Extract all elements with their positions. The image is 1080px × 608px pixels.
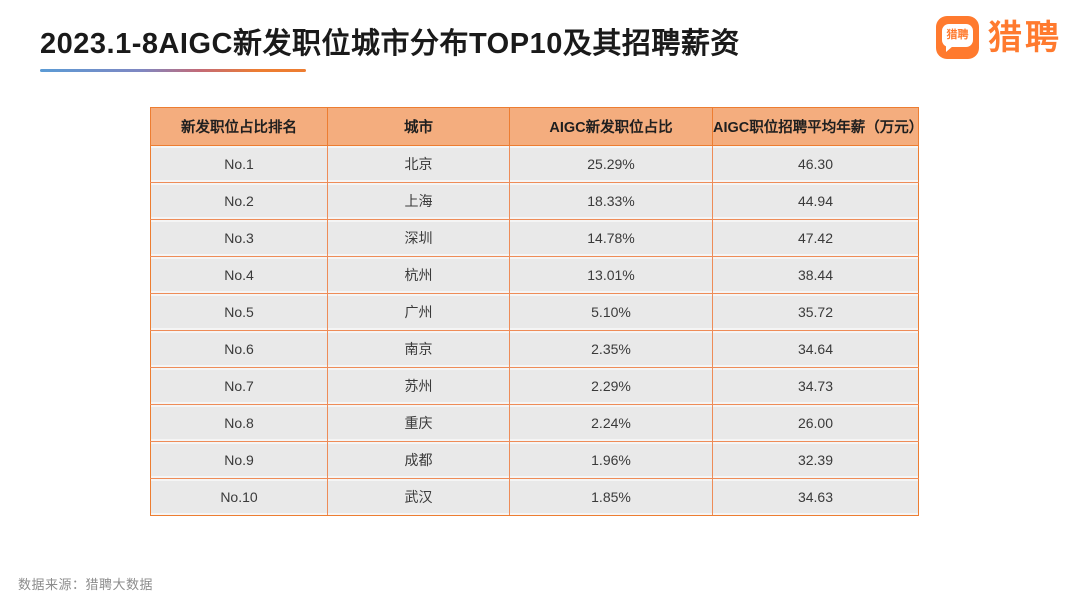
speech-bubble-icon: 猎聘 bbox=[942, 24, 973, 52]
col-header-city: 城市 bbox=[327, 107, 510, 146]
cell-city: 武汉 bbox=[327, 478, 510, 516]
cell-city: 杭州 bbox=[327, 256, 510, 294]
table-row: No.1 北京 25.29% 46.30 bbox=[150, 145, 919, 183]
table-row: No.9 成都 1.96% 32.39 bbox=[150, 441, 919, 479]
cell-rank: No.8 bbox=[150, 404, 328, 442]
cell-rank: No.2 bbox=[150, 182, 328, 220]
cell-rank: No.1 bbox=[150, 145, 328, 183]
table-row: No.4 杭州 13.01% 38.44 bbox=[150, 256, 919, 294]
cell-salary: 35.72 bbox=[712, 293, 919, 331]
cell-salary: 46.30 bbox=[712, 145, 919, 183]
cell-share: 2.35% bbox=[509, 330, 713, 368]
cell-rank: No.7 bbox=[150, 367, 328, 405]
table-header: 新发职位占比排名 城市 AIGC新发职位占比 AIGC职位招聘平均年薪（万元） bbox=[150, 107, 923, 146]
cell-city: 苏州 bbox=[327, 367, 510, 405]
cell-share: 13.01% bbox=[509, 256, 713, 294]
table-header-row: 新发职位占比排名 城市 AIGC新发职位占比 AIGC职位招聘平均年薪（万元） bbox=[150, 107, 923, 146]
table-row: No.3 深圳 14.78% 47.42 bbox=[150, 219, 919, 257]
cell-share: 2.29% bbox=[509, 367, 713, 405]
cell-rank: No.9 bbox=[150, 441, 328, 479]
cell-city: 上海 bbox=[327, 182, 510, 220]
liepin-logo: 猎聘 猎聘 bbox=[936, 16, 1062, 59]
table-row: No.10 武汉 1.85% 34.63 bbox=[150, 478, 919, 516]
cell-share: 14.78% bbox=[509, 219, 713, 257]
cell-city: 南京 bbox=[327, 330, 510, 368]
table-row: No.5 广州 5.10% 35.72 bbox=[150, 293, 919, 331]
cell-city: 深圳 bbox=[327, 219, 510, 257]
cell-rank: No.3 bbox=[150, 219, 328, 257]
table-row: No.6 南京 2.35% 34.64 bbox=[150, 330, 919, 368]
city-salary-table: 新发职位占比排名 城市 AIGC新发职位占比 AIGC职位招聘平均年薪（万元） … bbox=[150, 107, 923, 516]
logo-bubble-text: 猎聘 bbox=[946, 29, 969, 41]
cell-salary: 26.00 bbox=[712, 404, 919, 442]
page-title: 2023.1-8AIGC新发职位城市分布TOP10及其招聘薪资 bbox=[40, 28, 740, 60]
city-salary-table-wrap: 新发职位占比排名 城市 AIGC新发职位占比 AIGC职位招聘平均年薪（万元） … bbox=[150, 107, 923, 516]
cell-share: 1.96% bbox=[509, 441, 713, 479]
data-source-note: 数据来源：猎聘大数据 bbox=[18, 577, 154, 592]
col-header-rank: 新发职位占比排名 bbox=[150, 107, 328, 146]
cell-city: 重庆 bbox=[327, 404, 510, 442]
cell-share: 2.24% bbox=[509, 404, 713, 442]
cell-share: 18.33% bbox=[509, 182, 713, 220]
liepin-logo-text: 猎聘 bbox=[988, 18, 1062, 57]
cell-share: 5.10% bbox=[509, 293, 713, 331]
cell-rank: No.4 bbox=[150, 256, 328, 294]
col-header-salary: AIGC职位招聘平均年薪（万元） bbox=[712, 107, 923, 146]
title-underline bbox=[40, 69, 306, 72]
cell-city: 广州 bbox=[327, 293, 510, 331]
cell-rank: No.5 bbox=[150, 293, 328, 331]
table-body: No.1 北京 25.29% 46.30 No.2 上海 18.33% 44.9… bbox=[150, 145, 919, 516]
cell-rank: No.10 bbox=[150, 478, 328, 516]
cell-salary: 34.64 bbox=[712, 330, 919, 368]
cell-city: 成都 bbox=[327, 441, 510, 479]
cell-city: 北京 bbox=[327, 145, 510, 183]
cell-share: 25.29% bbox=[509, 145, 713, 183]
liepin-logo-icon: 猎聘 bbox=[936, 16, 979, 59]
cell-salary: 34.63 bbox=[712, 478, 919, 516]
cell-salary: 38.44 bbox=[712, 256, 919, 294]
table-row: No.2 上海 18.33% 44.94 bbox=[150, 182, 919, 220]
col-header-share: AIGC新发职位占比 bbox=[509, 107, 713, 146]
cell-salary: 34.73 bbox=[712, 367, 919, 405]
cell-salary: 47.42 bbox=[712, 219, 919, 257]
cell-share: 1.85% bbox=[509, 478, 713, 516]
cell-salary: 32.39 bbox=[712, 441, 919, 479]
cell-salary: 44.94 bbox=[712, 182, 919, 220]
table-row: No.7 苏州 2.29% 34.73 bbox=[150, 367, 919, 405]
cell-rank: No.6 bbox=[150, 330, 328, 368]
table-row: No.8 重庆 2.24% 26.00 bbox=[150, 404, 919, 442]
